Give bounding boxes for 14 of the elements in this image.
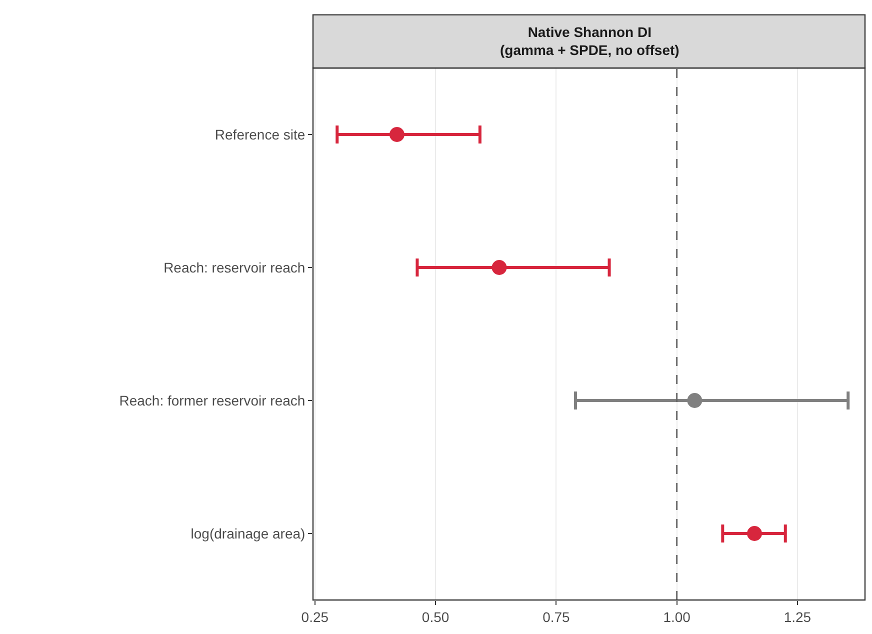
y-tick-label: Reach: former reservoir reach [119,392,306,408]
x-tick-label: 1.00 [663,608,691,625]
x-tick-label: 0.50 [422,608,450,625]
point [747,526,762,541]
x-tick-label: 0.75 [542,608,570,625]
y-tick-label: Reference site [214,126,306,142]
x-tick-label: 1.25 [784,608,812,625]
point [687,393,702,408]
y-tick-label: Reach: reservoir reach [164,259,306,276]
x-tick-label: 0.25 [301,608,329,625]
point [389,127,404,142]
y-tick-label: log(drainage area) [190,525,306,542]
chart-title: Native Shannon DI (gamma + SPDE, no offset) [500,24,680,58]
point [492,260,507,275]
